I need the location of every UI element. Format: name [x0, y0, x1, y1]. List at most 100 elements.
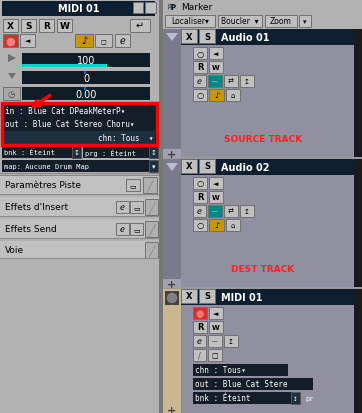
Bar — [0, 242, 159, 259]
Bar — [116, 202, 129, 214]
Text: SOURCE TRACK: SOURCE TRACK — [224, 135, 302, 144]
Bar — [193, 76, 206, 88]
Text: ◄: ◄ — [213, 310, 219, 316]
Bar — [181, 30, 354, 46]
Bar — [224, 335, 238, 347]
Bar — [226, 219, 240, 231]
Text: 100: 100 — [77, 56, 95, 66]
Bar — [165, 291, 179, 305]
Text: map: Aucune Drum Map: map: Aucune Drum Map — [4, 164, 89, 170]
Bar — [265, 16, 297, 28]
Bar — [181, 159, 354, 176]
Bar — [2, 161, 151, 173]
Bar — [291, 392, 300, 404]
Text: □: □ — [212, 352, 218, 358]
Text: ▭: ▭ — [133, 226, 140, 233]
Bar — [145, 221, 158, 237]
Bar — [145, 199, 158, 216]
Bar — [159, 0, 163, 413]
Text: /: / — [198, 351, 201, 360]
Text: R: R — [197, 193, 203, 202]
Text: ▭: ▭ — [133, 204, 140, 211]
Text: +: + — [167, 150, 177, 159]
Text: Zoom: Zoom — [270, 17, 292, 26]
Text: ♯ᴘ: ♯ᴘ — [166, 2, 176, 12]
Text: MIDI 01: MIDI 01 — [221, 292, 262, 302]
Bar — [0, 0, 159, 413]
Text: DEST TRACK: DEST TRACK — [231, 265, 295, 274]
Bar — [165, 16, 215, 28]
Bar — [149, 161, 158, 173]
Bar — [3, 88, 20, 101]
Bar — [0, 219, 159, 240]
Text: ◄: ◄ — [213, 180, 219, 187]
Text: ⌂: ⌂ — [231, 223, 235, 228]
Bar — [193, 62, 207, 74]
Bar — [193, 307, 207, 319]
Bar — [199, 289, 215, 303]
Bar — [163, 289, 181, 413]
Bar — [163, 14, 362, 30]
Text: bnk : Éteint: bnk : Éteint — [4, 150, 55, 156]
Bar — [193, 364, 288, 376]
Text: Voie: Voie — [5, 246, 24, 255]
Text: ○: ○ — [196, 50, 203, 58]
Text: ↥: ↥ — [244, 209, 250, 214]
Bar — [209, 62, 223, 74]
Text: S: S — [25, 22, 32, 31]
Text: ●: ● — [6, 36, 15, 46]
Text: ↥: ↥ — [228, 338, 234, 344]
Bar — [240, 76, 254, 88]
Bar — [226, 90, 240, 102]
Bar — [72, 147, 81, 159]
Text: X: X — [186, 292, 192, 301]
Bar — [181, 159, 197, 173]
Bar — [218, 16, 262, 28]
Bar — [2, 104, 157, 146]
Text: ↵: ↵ — [136, 21, 144, 31]
Bar — [22, 72, 150, 85]
Text: ♪: ♪ — [81, 36, 87, 46]
Text: chn: Tous  ▾: chn: Tous ▾ — [97, 134, 153, 142]
Bar — [208, 206, 222, 218]
Bar — [3, 118, 155, 131]
Text: W: W — [212, 195, 220, 201]
Bar — [209, 48, 223, 60]
Text: ―: ― — [212, 79, 218, 84]
Bar — [163, 405, 181, 413]
Bar — [209, 90, 224, 102]
Bar — [149, 147, 158, 159]
Bar — [3, 132, 155, 145]
Bar — [224, 76, 238, 88]
Text: Audio 02: Audio 02 — [221, 163, 269, 173]
Bar — [193, 378, 313, 390]
Text: ↥: ↥ — [244, 79, 250, 85]
Bar — [209, 219, 224, 231]
Text: W: W — [212, 65, 220, 71]
Text: MIDI 01: MIDI 01 — [58, 5, 100, 14]
Bar — [0, 197, 159, 218]
Bar — [193, 48, 207, 60]
Text: Localiser▾: Localiser▾ — [171, 17, 209, 26]
Bar — [130, 20, 150, 33]
Text: ╱: ╱ — [148, 201, 155, 214]
Text: Effets Send: Effets Send — [5, 225, 57, 234]
Bar — [181, 289, 362, 413]
Text: chn : Tous▾: chn : Tous▾ — [195, 366, 246, 375]
Text: ⇄: ⇄ — [228, 79, 234, 85]
Bar — [2, 147, 74, 159]
Polygon shape — [166, 164, 178, 171]
Bar — [84, 88, 86, 91]
Text: ♪: ♪ — [214, 221, 219, 230]
Text: ℯ: ℯ — [197, 337, 202, 346]
Bar — [199, 30, 215, 44]
Text: ♪: ♪ — [214, 91, 219, 100]
Bar — [163, 150, 181, 159]
Text: ●: ● — [196, 308, 204, 318]
Text: ⇄: ⇄ — [228, 209, 234, 214]
Bar — [193, 178, 207, 190]
Bar — [224, 206, 238, 218]
Bar — [181, 289, 197, 303]
Bar — [208, 349, 222, 361]
Text: ◻: ◻ — [101, 38, 106, 44]
